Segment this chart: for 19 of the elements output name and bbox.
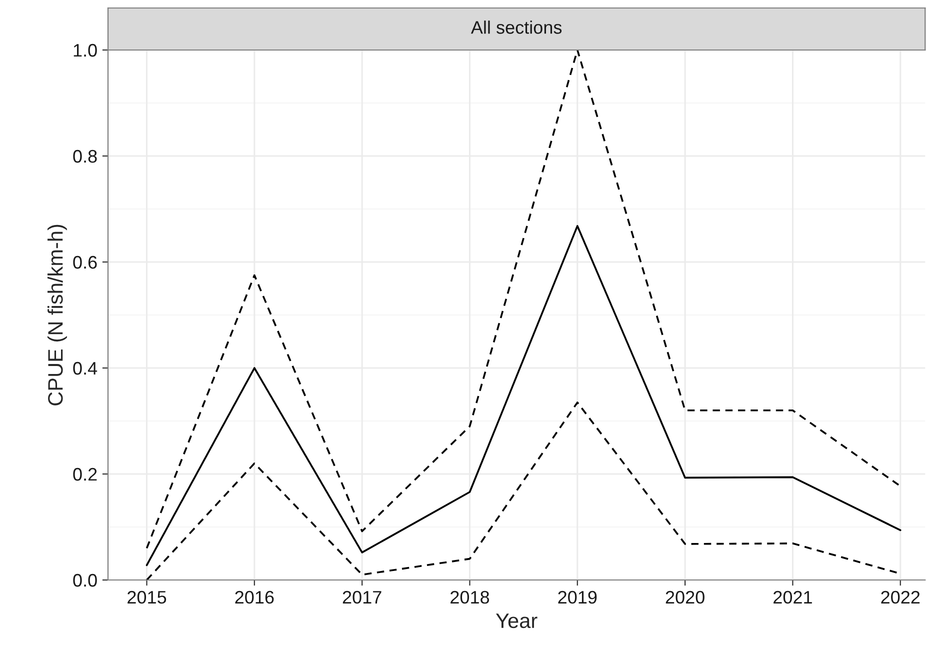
y-tick-label: 0.6 (73, 256, 97, 269)
y-tick-label: 0.0 (73, 574, 97, 587)
line-series (146, 50, 902, 550)
x-tick-label: 2017 (342, 590, 382, 604)
x-tick-label: 2019 (558, 590, 597, 604)
x-tick-label: 2020 (666, 590, 704, 604)
x-tick-label: 2021 (774, 590, 812, 604)
line-series (146, 225, 902, 566)
y-axis-title: CPUE (N fish/km-h) (48, 224, 67, 406)
x-tick-label: 2015 (128, 590, 166, 604)
y-tick-label: 0.2 (73, 468, 97, 481)
y-tick-label: 1.0 (74, 44, 97, 57)
x-tick-label: 2016 (235, 590, 274, 604)
x-tick-label: 2018 (450, 590, 490, 604)
x-tick-label: 2022 (881, 590, 920, 604)
x-axis-title: Year (496, 614, 538, 628)
chart-title: All sections (470, 20, 562, 34)
y-tick-label: 0.4 (73, 362, 98, 375)
y-tick-label: 0.8 (73, 150, 97, 163)
